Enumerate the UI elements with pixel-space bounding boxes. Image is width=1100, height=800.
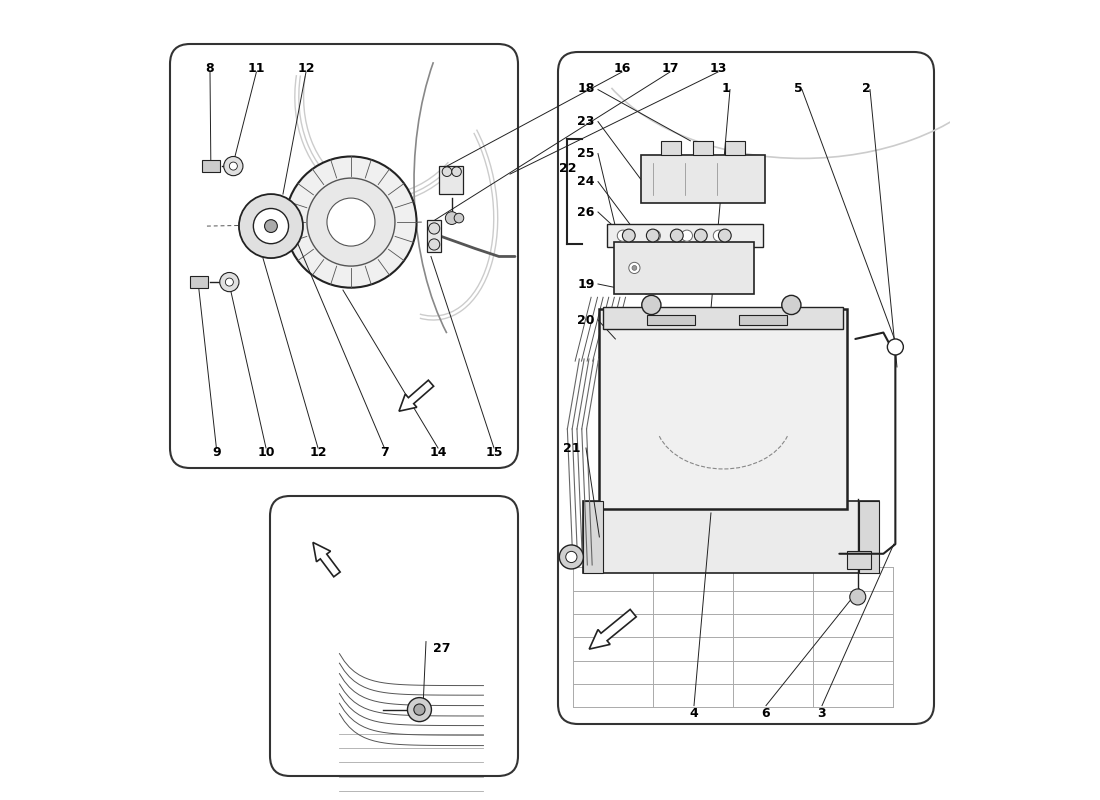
Circle shape (681, 230, 693, 242)
Circle shape (442, 167, 452, 177)
Text: 13: 13 (710, 62, 727, 74)
FancyBboxPatch shape (558, 52, 934, 724)
Bar (583, 501, 879, 573)
Bar (439, 166, 463, 194)
Bar (615, 242, 755, 294)
Bar (607, 225, 763, 247)
Text: 22: 22 (559, 162, 576, 174)
Circle shape (285, 157, 417, 288)
Text: 14: 14 (429, 446, 447, 458)
Circle shape (888, 339, 903, 355)
Text: 6: 6 (761, 707, 770, 720)
Circle shape (429, 239, 440, 250)
Bar (202, 160, 220, 173)
Text: 17: 17 (661, 62, 679, 74)
Circle shape (230, 162, 238, 170)
Circle shape (782, 295, 801, 314)
Circle shape (694, 229, 707, 242)
Text: 1: 1 (722, 82, 730, 94)
Text: 7: 7 (379, 446, 388, 458)
Text: 10: 10 (257, 446, 275, 458)
Text: 25: 25 (578, 147, 595, 160)
Text: 11: 11 (248, 62, 265, 74)
Text: 4: 4 (690, 707, 698, 720)
Text: 21: 21 (563, 442, 581, 454)
Text: 16: 16 (614, 62, 630, 74)
Bar (640, 155, 764, 203)
FancyBboxPatch shape (170, 44, 518, 468)
Bar (661, 141, 681, 155)
Text: 12: 12 (297, 62, 315, 74)
FancyArrow shape (314, 542, 340, 577)
Text: 12: 12 (309, 446, 327, 458)
Bar (693, 141, 713, 155)
Circle shape (253, 209, 288, 244)
Bar (427, 221, 441, 253)
Text: 15: 15 (485, 446, 503, 458)
Text: 2: 2 (861, 82, 870, 94)
Circle shape (718, 229, 732, 242)
Bar (648, 315, 695, 325)
Circle shape (632, 266, 637, 270)
Bar (583, 501, 604, 573)
Text: 19: 19 (578, 278, 595, 290)
Circle shape (223, 157, 243, 176)
Circle shape (452, 167, 461, 177)
Text: 9: 9 (212, 446, 221, 458)
Circle shape (623, 229, 635, 242)
Text: 18: 18 (578, 82, 595, 94)
FancyArrow shape (399, 380, 433, 411)
Circle shape (617, 230, 628, 242)
Circle shape (327, 198, 375, 246)
Circle shape (629, 262, 640, 274)
Bar (600, 309, 847, 509)
Circle shape (565, 551, 578, 562)
Circle shape (454, 214, 464, 223)
Text: 3: 3 (817, 707, 826, 720)
Circle shape (226, 278, 233, 286)
Circle shape (239, 194, 302, 258)
Text: 20: 20 (578, 314, 595, 326)
Circle shape (713, 230, 725, 242)
Circle shape (641, 295, 661, 314)
Bar (859, 501, 879, 573)
Text: 24: 24 (578, 175, 595, 188)
Text: eurospares: eurospares (236, 188, 396, 239)
FancyArrow shape (590, 610, 636, 649)
Text: 26: 26 (578, 206, 595, 218)
Circle shape (407, 698, 431, 722)
Text: 27: 27 (433, 642, 451, 654)
Circle shape (265, 220, 277, 233)
Bar (847, 551, 871, 569)
Circle shape (220, 273, 239, 292)
Circle shape (647, 229, 659, 242)
Bar (739, 315, 788, 325)
Text: eurospares: eurospares (310, 647, 452, 692)
Bar (604, 306, 844, 329)
Circle shape (414, 704, 425, 715)
Circle shape (307, 178, 395, 266)
Text: eurospares: eurospares (668, 525, 862, 587)
Bar (190, 276, 208, 289)
Bar (725, 141, 745, 155)
Circle shape (429, 223, 440, 234)
Circle shape (649, 230, 660, 242)
Text: 23: 23 (578, 115, 595, 128)
Text: 8: 8 (206, 62, 214, 74)
Circle shape (670, 229, 683, 242)
FancyBboxPatch shape (270, 496, 518, 776)
Circle shape (850, 589, 866, 605)
Circle shape (560, 545, 583, 569)
Circle shape (446, 212, 459, 225)
Text: 5: 5 (793, 82, 802, 94)
